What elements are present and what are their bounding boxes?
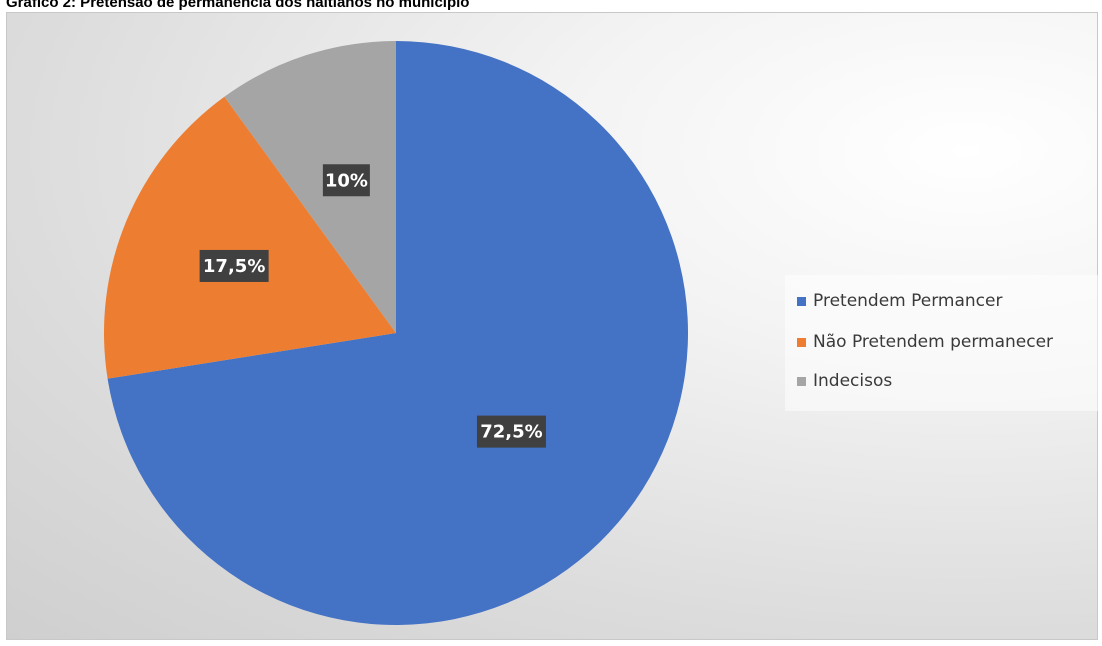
legend-label: Pretendem Permancer [813, 291, 1003, 311]
chart-caption: Gráfico 2: Pretensão de permanência dos … [6, 0, 470, 11]
data-label-nao-pretendem-permanecer: 17,5% [199, 249, 269, 282]
legend-label: Indecisos [813, 371, 893, 391]
data-label-text: 17,5% [203, 256, 265, 277]
pie-slice-nao-pretendem-permanecer [104, 96, 397, 379]
legend-item-pretendem-permanecer: Pretendem Permancer [797, 289, 1002, 313]
data-label-box [476, 415, 546, 448]
pie-slice-pretendem-permanecer [107, 41, 689, 625]
legend-item-nao-pretendem: Não Pretendem permanecer [797, 330, 1053, 354]
legend-swatch-orange [797, 337, 806, 347]
pie-chart: 72,5% 17,5% 10% [104, 41, 689, 625]
pie-slice-indecisos [224, 41, 396, 333]
legend-item-indecisos: Indecisos [797, 369, 892, 393]
data-label-box [322, 164, 370, 197]
data-label-box [199, 249, 269, 282]
legend-label: Não Pretendem permanecer [813, 332, 1054, 352]
data-label-pretendem-permanecer: 72,5% [476, 415, 546, 448]
chart-area: 72,5% 17,5% 10% Pretendem Permancer Não Pr… [6, 12, 1102, 640]
legend-swatch-blue [797, 296, 806, 306]
data-label-text: 10% [325, 170, 368, 191]
data-label-indecisos: 10% [322, 164, 370, 197]
legend-swatch-gray [797, 376, 806, 386]
chart-legend: Pretendem Permancer Não Pretendem perman… [785, 275, 1102, 411]
data-label-text: 72,5% [480, 422, 542, 443]
